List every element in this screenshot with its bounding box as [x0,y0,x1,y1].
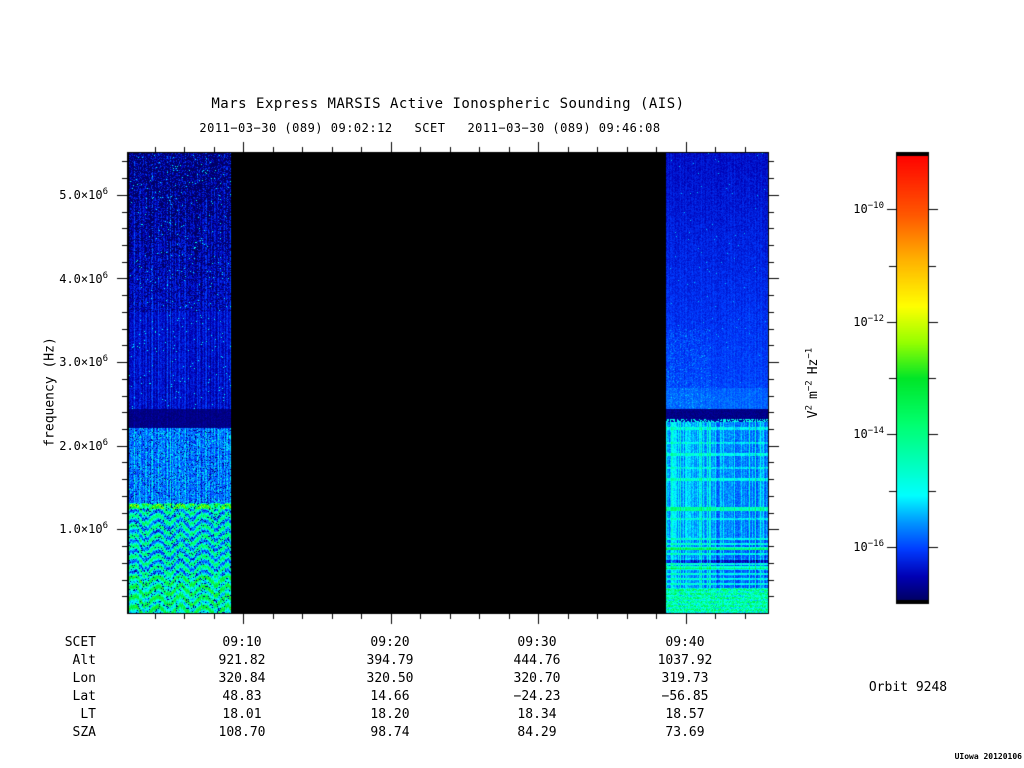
table-cell: 09:20 [370,635,410,650]
orbit-label: Orbit 9248 [868,680,948,695]
table-cell: 319.73 [661,671,709,686]
page-title: Mars Express MARSIS Active Ionospheric S… [211,96,685,112]
scet-start-time: 2011−03−30 (089) 09:02:12 [199,121,393,135]
scet-label: SCET [414,121,446,135]
table-cell: 394.79 [366,653,414,668]
table-cell: 320.50 [366,671,414,686]
cb-tick-label-1e-12: 10−12 [853,314,884,329]
cb-tick-label-1e-10: 10−10 [853,201,884,216]
row-label-lon: Lon [72,671,96,686]
table-cell: 18.34 [517,707,557,722]
y-tick-label-4e6: 4.0×106 [59,271,108,286]
colorbar-unit-label: V2m−2Hz−1 [804,347,822,418]
y-tick-label-2e6: 2.0×106 [59,438,108,453]
table-cell: 921.82 [218,653,266,668]
table-cell: 73.69 [665,725,705,740]
table-cell: 1037.92 [657,653,713,668]
table-cell: 18.20 [370,707,410,722]
table-cell: 09:10 [222,635,262,650]
table-cell: 98.74 [370,725,410,740]
row-label-alt: Alt [72,653,96,668]
table-cell: 444.76 [513,653,561,668]
scet-range-subtitle: 2011−03−30 (089) 09:02:12 SCET 2011−03−3… [0,121,860,135]
cb-tick-label-1e-14: 10−14 [853,426,884,441]
table-cell: 48.83 [222,689,262,704]
scet-end-time: 2011−03−30 (089) 09:46:08 [467,121,661,135]
y-tick-label-1e6: 1.0×106 [59,521,108,536]
table-cell: 14.66 [370,689,410,704]
row-label-sza: SZA [72,725,96,740]
table-cell: 09:30 [517,635,557,650]
row-label-scet: SCET [64,635,96,650]
credit-label: UIowa 20120106 [954,752,1022,761]
y-tick-label-3e6: 3.0×106 [59,354,108,369]
row-label-lt: LT [80,707,96,722]
cb-tick-label-1e-16: 10−16 [853,539,884,554]
table-cell: 18.57 [665,707,705,722]
row-label-lat: Lat [72,689,96,704]
y-tick-label-5e6: 5.0×106 [59,187,108,202]
table-cell: 09:40 [665,635,705,650]
table-cell: 18.01 [222,707,262,722]
table-cell: 320.84 [218,671,266,686]
table-cell: 320.70 [513,671,561,686]
table-cell: 84.29 [517,725,557,740]
table-cell: 108.70 [218,725,266,740]
table-cell: −24.23 [513,689,561,704]
table-cell: −56.85 [661,689,709,704]
